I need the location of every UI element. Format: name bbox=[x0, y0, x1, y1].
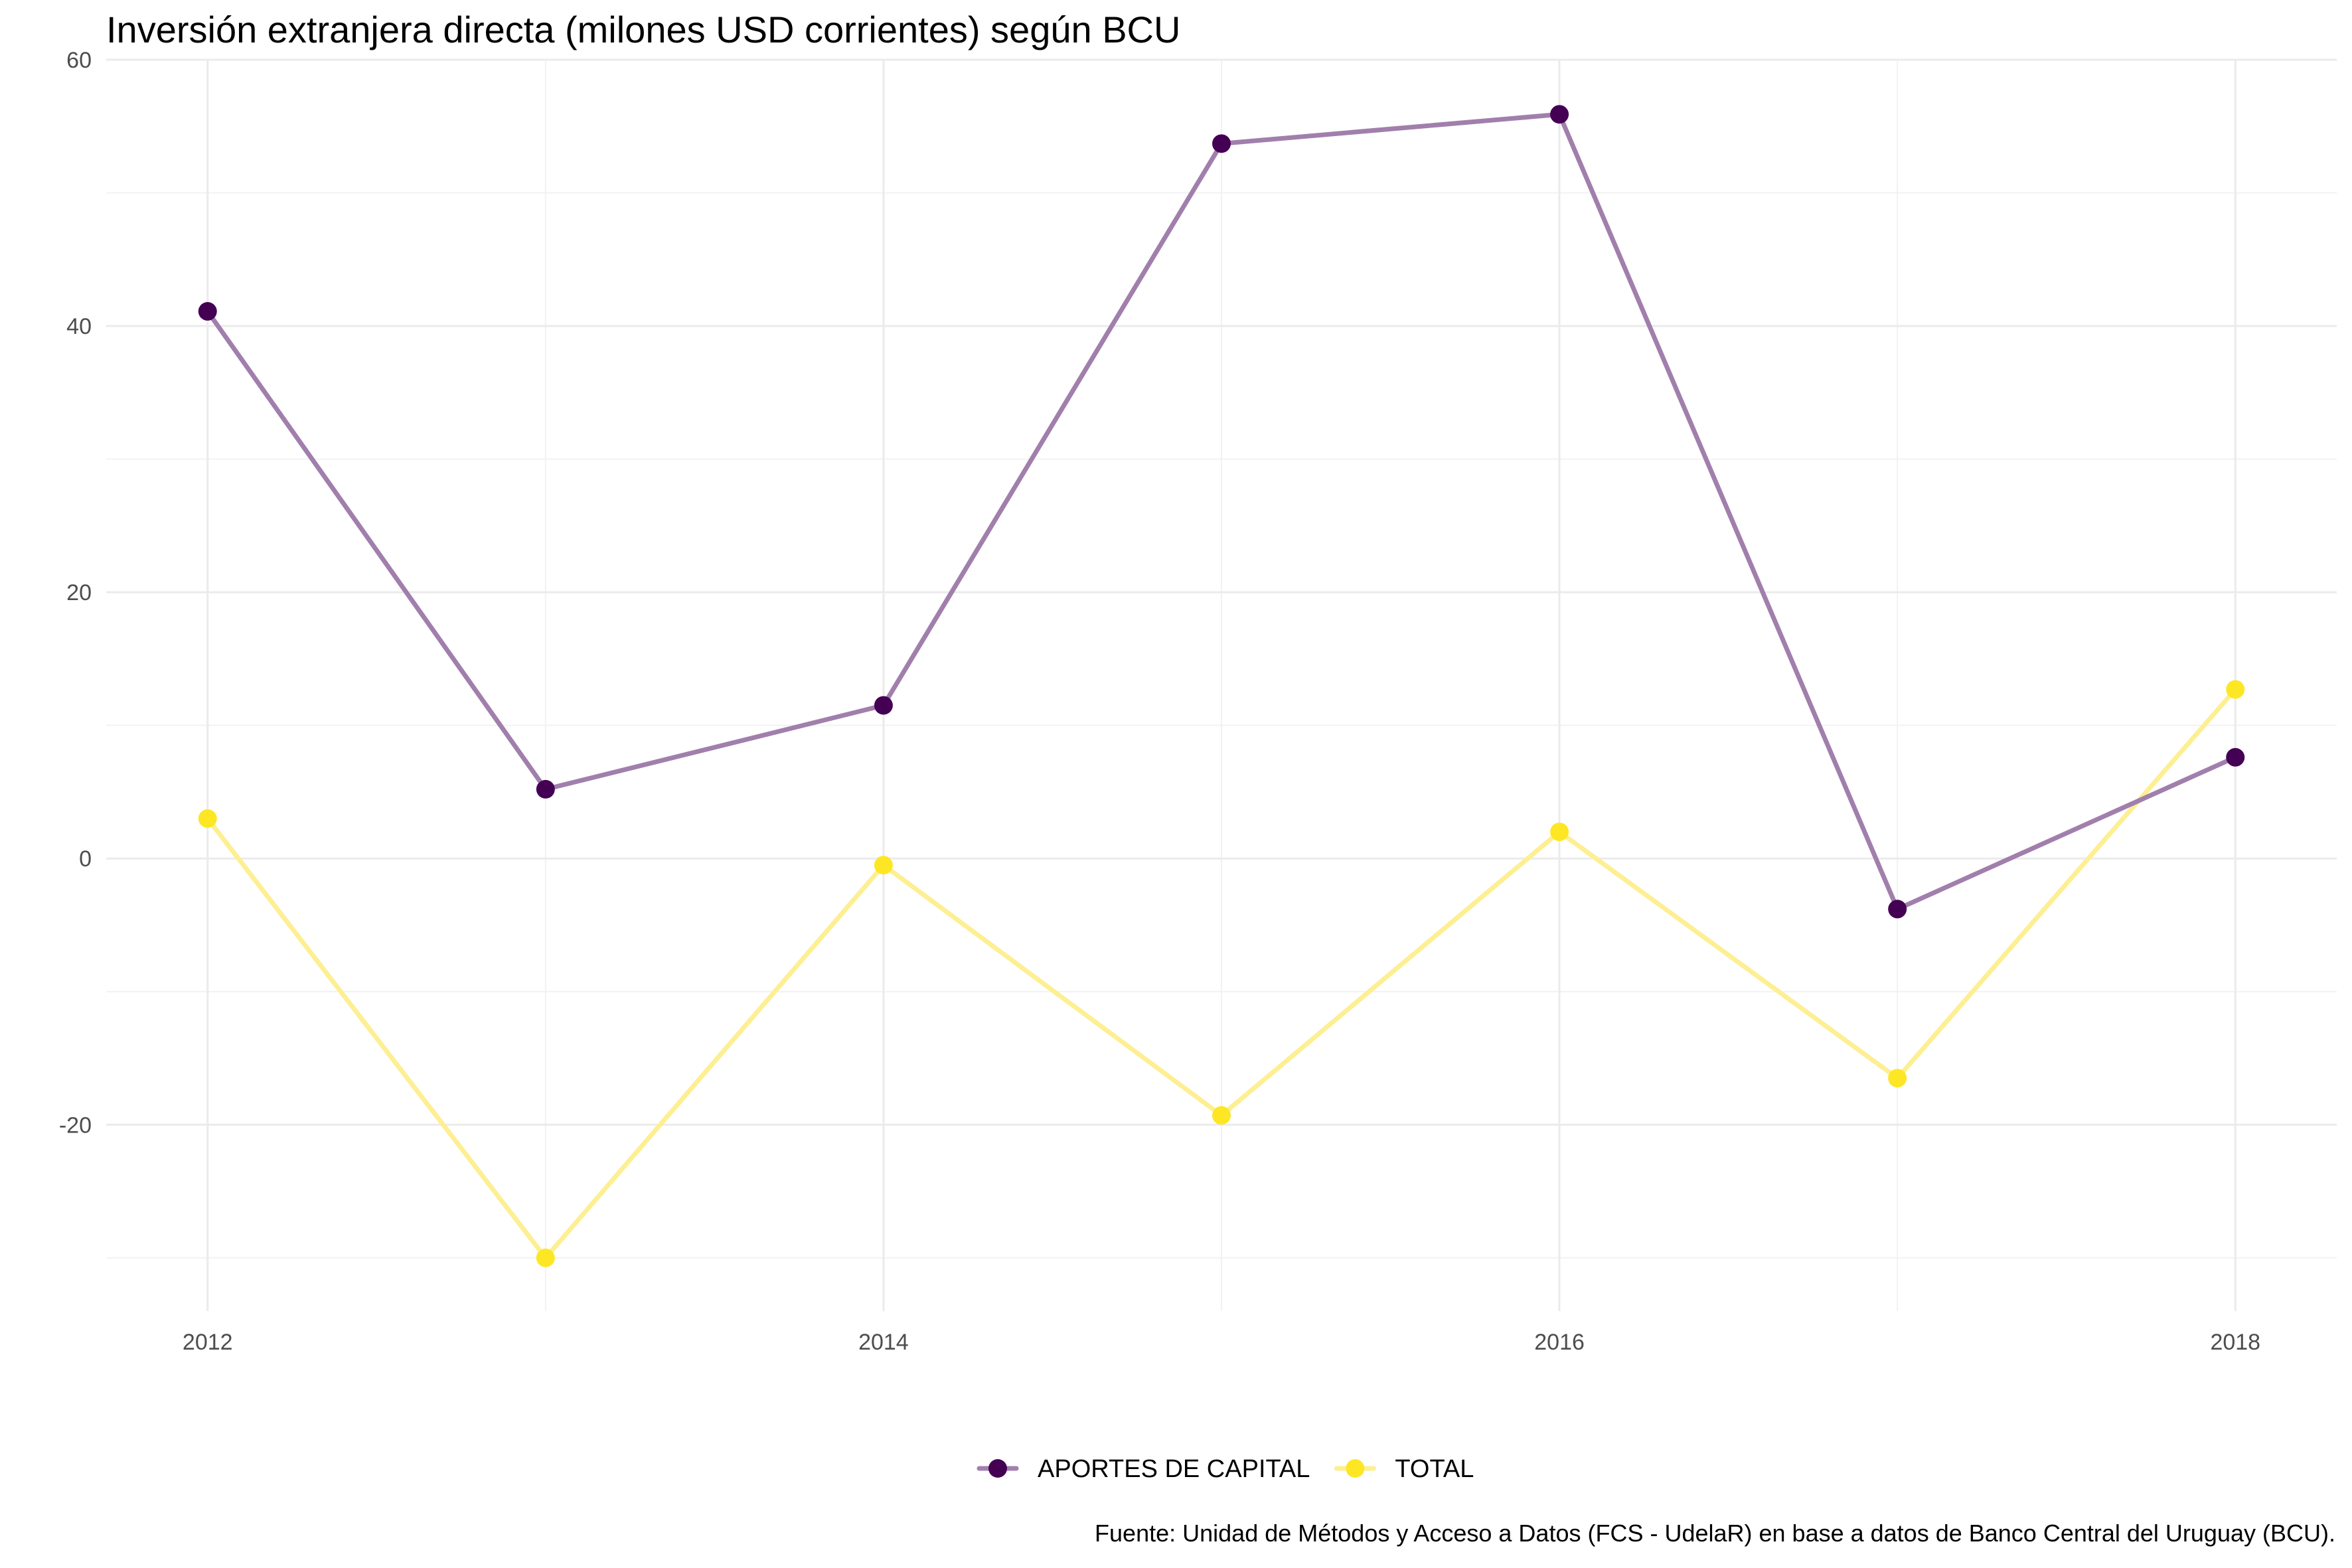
series-points bbox=[198, 105, 2245, 1267]
data-point bbox=[536, 1248, 555, 1267]
y-tick-label: -20 bbox=[59, 1113, 92, 1138]
legend-label: TOTAL bbox=[1395, 1455, 1474, 1483]
legend-key-point bbox=[1346, 1459, 1365, 1478]
chart-caption: Fuente: Unidad de Métodos y Acceso a Dat… bbox=[1095, 1520, 2335, 1547]
data-point bbox=[874, 856, 893, 875]
x-tick-label: 2016 bbox=[1534, 1330, 1585, 1355]
y-tick-label: 60 bbox=[66, 48, 92, 73]
x-axis-tick-labels: 2012 2014 2016 2018 bbox=[183, 1330, 2260, 1355]
data-point bbox=[1212, 1106, 1231, 1125]
data-point bbox=[198, 809, 217, 828]
legend-key-point bbox=[988, 1459, 1007, 1478]
data-point bbox=[536, 779, 555, 799]
chart-title: Inversión extranjera directa (milones US… bbox=[106, 9, 1180, 50]
data-point bbox=[198, 302, 217, 321]
legend: APORTES DE CAPITAL TOTAL bbox=[977, 1455, 1474, 1483]
x-tick-label: 2012 bbox=[183, 1330, 233, 1355]
data-point bbox=[1550, 823, 1569, 842]
y-axis-tick-labels: 60 40 20 0 -20 bbox=[59, 48, 92, 1138]
data-point bbox=[1550, 105, 1569, 124]
data-point bbox=[2226, 680, 2245, 699]
minor-gridlines bbox=[106, 60, 2337, 1311]
data-point bbox=[874, 696, 893, 715]
data-point bbox=[1888, 1069, 1907, 1088]
legend-item: APORTES DE CAPITAL bbox=[977, 1455, 1310, 1483]
x-tick-label: 2014 bbox=[858, 1330, 909, 1355]
data-point bbox=[1212, 134, 1231, 153]
data-point bbox=[1888, 900, 1907, 919]
y-tick-label: 40 bbox=[66, 314, 92, 339]
data-point bbox=[2226, 747, 2245, 767]
legend-item: TOTAL bbox=[1334, 1455, 1474, 1483]
y-tick-label: 20 bbox=[66, 580, 92, 605]
legend-label: APORTES DE CAPITAL bbox=[1038, 1455, 1310, 1483]
x-tick-label: 2018 bbox=[2210, 1330, 2260, 1355]
y-tick-label: 0 bbox=[79, 846, 92, 872]
